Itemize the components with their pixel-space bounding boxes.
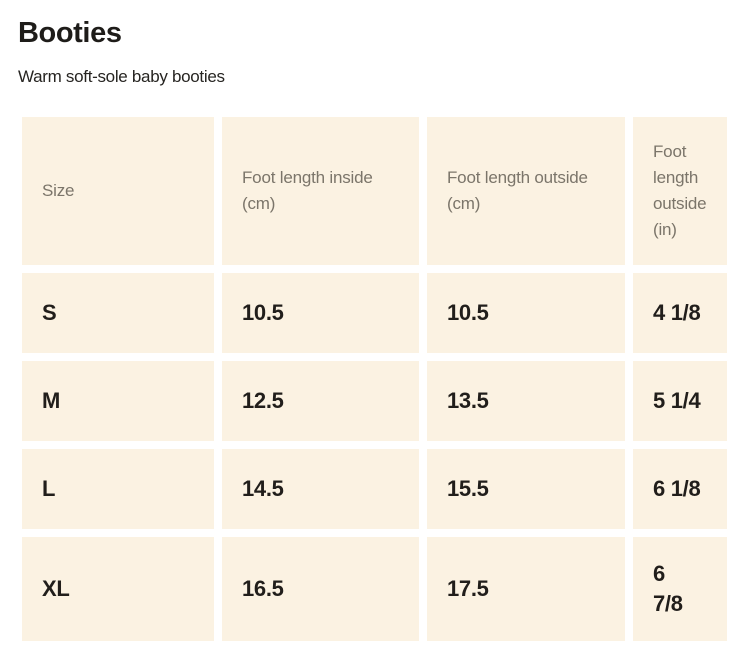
column-header-foot-length-outside-cm: Foot length outside (cm): [427, 117, 625, 265]
size-label-xl: XL: [22, 537, 214, 641]
page-title: Booties: [18, 17, 122, 49]
table-cell-m-inside-cm: 12.5: [222, 361, 419, 441]
table-cell-l-outside-in: 6 1/8: [633, 449, 727, 529]
table-cell-m-outside-in: 5 1/4: [633, 361, 727, 441]
table-cell-s-outside-in: 4 1/8: [633, 273, 727, 353]
column-header-size: Size: [22, 117, 214, 265]
page-subtitle: Warm soft-sole baby booties: [18, 67, 225, 86]
table-cell-xl-outside-cm: 17.5: [427, 537, 625, 641]
table-cell-xl-outside-in: 6 7/8: [633, 537, 727, 641]
table-cell-s-inside-cm: 10.5: [222, 273, 419, 353]
size-label-l: L: [22, 449, 214, 529]
table-cell-m-outside-cm: 13.5: [427, 361, 625, 441]
size-table: Size Foot length inside (cm) Foot length…: [22, 117, 727, 641]
size-label-m: M: [22, 361, 214, 441]
column-header-foot-length-outside-in: Foot length outside (in): [633, 117, 727, 265]
table-cell-xl-inside-cm: 16.5: [222, 537, 419, 641]
table-cell-s-outside-cm: 10.5: [427, 273, 625, 353]
column-header-foot-length-inside-cm: Foot length inside (cm): [222, 117, 419, 265]
size-label-s: S: [22, 273, 214, 353]
table-cell-l-inside-cm: 14.5: [222, 449, 419, 529]
table-cell-l-outside-cm: 15.5: [427, 449, 625, 529]
